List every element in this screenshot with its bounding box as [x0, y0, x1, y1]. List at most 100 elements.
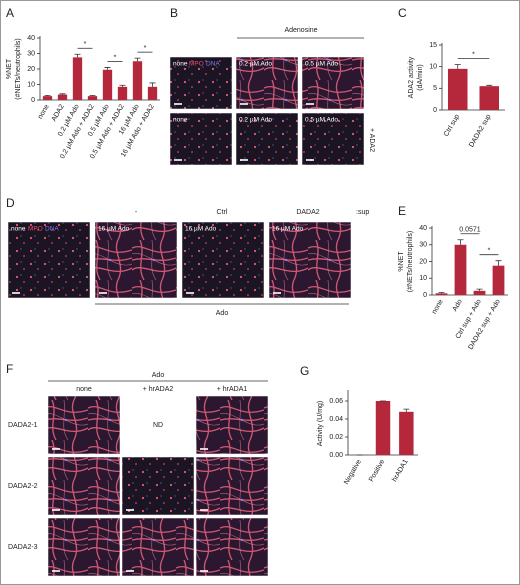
x-tick-label: Ctrl sup — [443, 113, 461, 137]
bar — [87, 96, 98, 100]
y-tick-label: 40 — [27, 35, 35, 42]
column-header: Ctrl — [217, 209, 228, 216]
y-tick-label: 0.04 — [329, 416, 343, 423]
image-label: none — [173, 117, 188, 124]
y-tick-label: 20 — [419, 258, 427, 265]
bar — [147, 86, 158, 100]
micrograph — [7, 221, 91, 299]
bar — [473, 290, 486, 295]
image-label: 16 µM Ado — [98, 226, 130, 233]
error-bar — [495, 260, 502, 266]
error-bar — [89, 94, 96, 97]
y-axis-label: (#NETs/neutrophils) — [407, 231, 414, 292]
group-header: Adenosine — [284, 27, 317, 34]
group-header: Ado — [152, 372, 165, 379]
y-tick-label: 5 — [433, 85, 437, 92]
y-tick-label: 0.06 — [329, 398, 343, 405]
image-label: 16 µM Ado — [272, 226, 304, 233]
row-label: DADA2-3 — [8, 544, 38, 551]
y-axis-label: (dA/min) — [417, 64, 424, 90]
column-header: + hrADA1 — [217, 386, 248, 393]
legend-mpo: MPO — [189, 61, 204, 68]
panel-letter: D — [6, 196, 15, 210]
missing-label: ND — [153, 422, 163, 429]
image-label: none — [11, 226, 26, 233]
micrograph — [195, 517, 269, 577]
significance-label: 0.0571 — [459, 227, 481, 234]
error-bar — [119, 84, 126, 87]
significance-label: * — [488, 248, 491, 255]
panel-letter: G — [300, 364, 309, 378]
x-tick-label: ADA2 — [51, 103, 66, 122]
y-tick-label: 20 — [27, 66, 35, 73]
error-bar — [104, 67, 111, 70]
x-tick-label: Negative — [343, 458, 363, 486]
side-label: + ADA2 — [368, 128, 375, 152]
bar — [72, 57, 83, 100]
bar — [102, 69, 113, 100]
panel-letter: A — [6, 6, 14, 20]
micrograph — [195, 456, 269, 516]
error-bar — [476, 288, 483, 291]
y-tick-label: 0.02 — [329, 434, 343, 441]
bar — [479, 86, 500, 110]
y-tick-label: 0 — [423, 292, 427, 299]
column-header: - — [135, 209, 138, 216]
y-tick-label: 10 — [419, 275, 427, 282]
significance-label: * — [144, 45, 147, 52]
y-tick-label: 10 — [429, 64, 437, 71]
micrograph — [169, 112, 233, 166]
x-tick-label: Positive — [368, 458, 386, 483]
y-axis-label: %NET — [398, 251, 405, 272]
panel-letter: C — [398, 6, 407, 20]
image-label: none — [173, 61, 188, 68]
error-bar — [44, 94, 51, 97]
y-tick-label: 0.00 — [329, 452, 343, 459]
micrograph — [94, 221, 178, 299]
error-bar — [74, 53, 81, 58]
error-bar — [149, 82, 156, 87]
bar — [435, 293, 448, 295]
bar — [132, 61, 143, 100]
micrograph — [181, 221, 265, 299]
x-tick-label: none — [37, 103, 51, 120]
column-header: + hrADA2 — [143, 386, 174, 393]
significance-label: * — [472, 51, 475, 58]
image-label: 0.5 µM Ado — [305, 117, 338, 124]
error-bar — [457, 239, 464, 245]
bar — [447, 68, 468, 110]
bar — [492, 265, 505, 295]
micrograph — [47, 517, 121, 577]
micrograph — [301, 112, 365, 166]
row-label: DADA2-2 — [8, 483, 38, 490]
error-bar — [59, 93, 66, 95]
significance-label: * — [114, 54, 117, 61]
y-tick-label: 30 — [27, 50, 35, 57]
column-header: :sup — [356, 209, 369, 216]
significance-label: * — [84, 41, 87, 48]
image-label: 16 µM Ado — [185, 226, 217, 233]
y-tick-label: 10 — [27, 81, 35, 88]
y-tick-label: 0 — [433, 107, 437, 114]
legend-mpo: MPO — [28, 226, 43, 233]
micrograph — [301, 56, 365, 110]
image-label: 0.2 µM Ado — [239, 117, 272, 124]
y-tick-label: 15 — [429, 42, 437, 49]
panel-letter: F — [6, 362, 13, 376]
error-bar — [134, 57, 141, 62]
y-axis-label: ADA2 activity — [408, 56, 415, 98]
bar — [42, 96, 53, 100]
group-footer: Ado — [216, 310, 229, 317]
row-label: DADA2-1 — [8, 422, 38, 429]
bar — [117, 86, 128, 100]
bar — [57, 94, 68, 100]
x-tick-label: hrADA1 — [391, 458, 409, 483]
column-header: none — [76, 386, 92, 393]
micrograph — [121, 517, 195, 577]
panel-letter: E — [398, 204, 406, 218]
error-bar — [438, 292, 445, 294]
micrograph — [268, 221, 352, 299]
micrograph — [169, 56, 233, 110]
